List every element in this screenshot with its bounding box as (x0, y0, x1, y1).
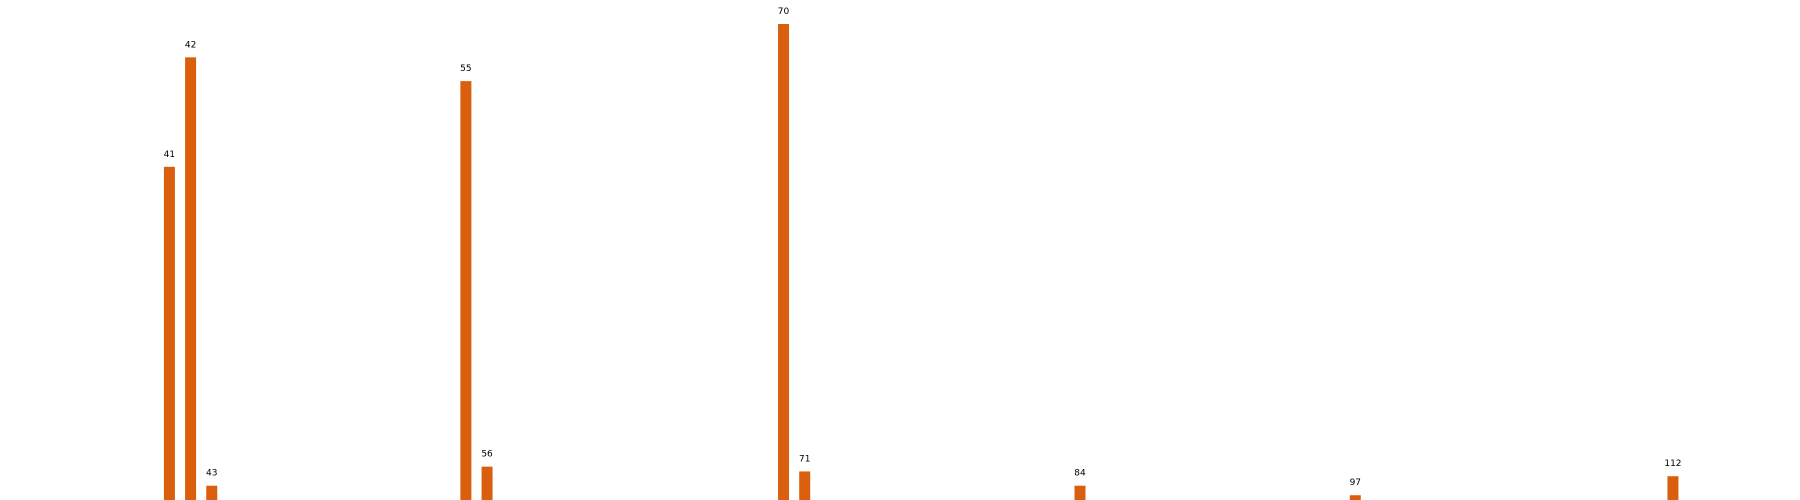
bar-label-84: 84 (1074, 469, 1086, 479)
bar-42 (185, 57, 197, 500)
bar-71 (799, 471, 811, 500)
bar-84 (1074, 485, 1086, 500)
bar-70 (778, 24, 790, 500)
bar-label-42: 42 (185, 40, 196, 50)
bar-label-43: 43 (206, 469, 217, 479)
bar-97 (1349, 495, 1361, 500)
bar-41 (163, 166, 175, 500)
bar-label-112: 112 (1664, 459, 1681, 469)
bar-label-55: 55 (460, 64, 471, 74)
bar-label-70: 70 (778, 7, 790, 17)
bar-43 (206, 485, 218, 500)
bar-label-41: 41 (164, 150, 175, 160)
bar-label-97: 97 (1350, 478, 1361, 488)
bar-112 (1667, 476, 1679, 500)
bar-56 (481, 466, 493, 500)
labels-layer: 41 42 43 55 56 70 71 84 97 112 (164, 7, 1682, 488)
bar-label-56: 56 (481, 450, 493, 460)
bar-55 (460, 81, 472, 500)
bar-label-71: 71 (799, 454, 810, 464)
bars-layer (163, 24, 1679, 500)
